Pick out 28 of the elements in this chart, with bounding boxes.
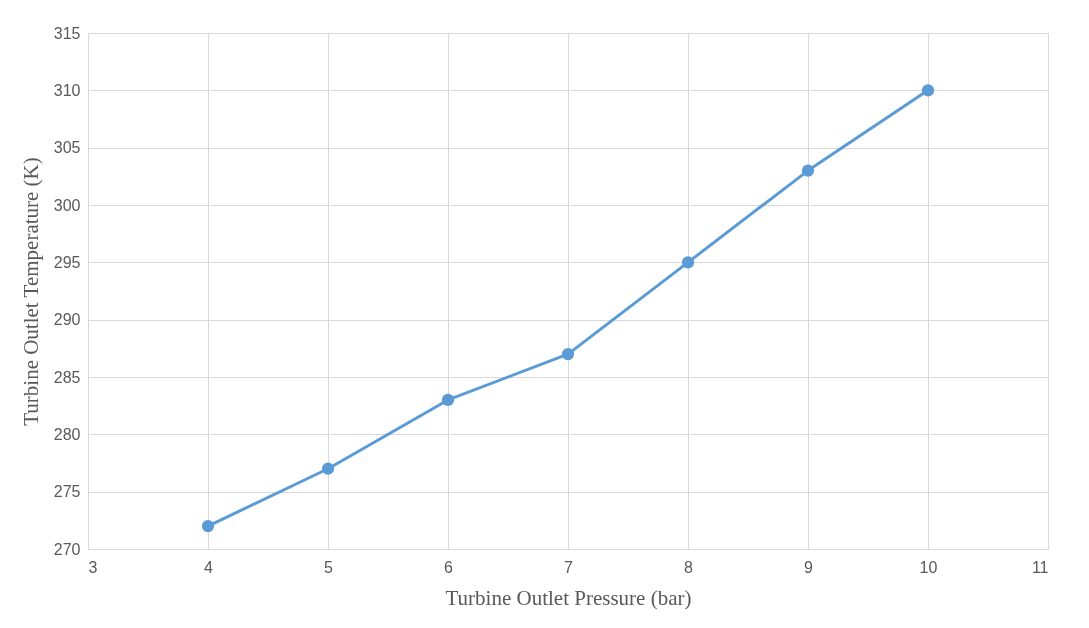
x-tick-label: 11 bbox=[1031, 558, 1049, 576]
x-tick-label: 7 bbox=[564, 558, 574, 576]
x-tick-label: 3 bbox=[88, 558, 98, 576]
y-tick-label: 290 bbox=[53, 311, 81, 329]
y-tick-label: 295 bbox=[53, 253, 81, 271]
point bbox=[921, 84, 935, 97]
x-tick-label: 8 bbox=[684, 558, 694, 576]
y-tick-label: 270 bbox=[53, 540, 81, 558]
point bbox=[321, 462, 335, 475]
point bbox=[441, 393, 455, 407]
point bbox=[201, 519, 215, 533]
x-axis-title: Turbine Outlet Pressure (bar) bbox=[445, 585, 692, 610]
y-axis-title: Turbine Outlet Temperature (K) bbox=[18, 157, 43, 426]
y-tick-label: 275 bbox=[53, 483, 81, 501]
x-tick-label: 5 bbox=[324, 558, 334, 576]
y-tick-label: 305 bbox=[53, 139, 81, 157]
x-tick-label: 9 bbox=[804, 558, 814, 576]
x-tick-label: 10 bbox=[919, 558, 938, 576]
y-tick-label: 315 bbox=[53, 24, 81, 42]
point bbox=[561, 347, 575, 361]
x-tick-label: 6 bbox=[444, 558, 454, 576]
y-tick-label: 300 bbox=[53, 196, 81, 214]
x-tick-label: 4 bbox=[204, 558, 214, 576]
y-tick-label: 310 bbox=[53, 81, 81, 99]
y-tick-label: 285 bbox=[53, 368, 81, 386]
y-tick-label: 280 bbox=[53, 425, 81, 443]
point bbox=[801, 164, 815, 177]
point bbox=[681, 256, 695, 269]
